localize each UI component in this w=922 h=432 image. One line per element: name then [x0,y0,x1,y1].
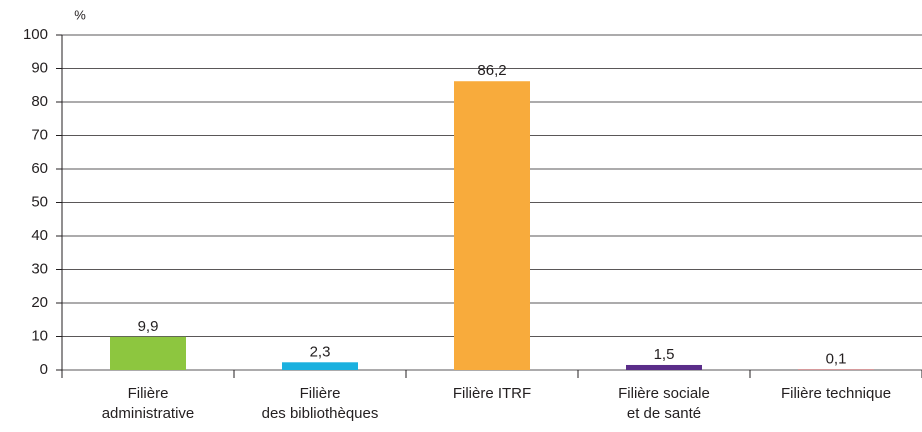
data-label: 86,2 [477,62,506,79]
x-tick-label: Filière ITRF [453,385,531,402]
y-tick-label: 100 [23,26,48,43]
data-label: 2,3 [310,343,331,360]
bar [110,336,186,370]
x-tick-label: Filière [300,385,341,402]
y-tick-label: 90 [31,59,48,76]
y-tick-label: 10 [31,327,48,344]
y-unit: % [74,7,86,22]
x-tick-label: Filière sociale [618,385,710,402]
bar [454,81,530,370]
x-tick-label: Filière [128,385,169,402]
y-tick-label: 70 [31,126,48,143]
x-tick-label: Filière technique [781,385,891,402]
x-tick-label: des bibliothèques [262,405,379,422]
x-tick-label: administrative [102,405,195,422]
y-tick-label: 60 [31,160,48,177]
bar [282,362,358,370]
y-tick-label: 80 [31,93,48,110]
y-tick-label: 20 [31,294,48,311]
x-tick-label: et de santé [627,405,701,422]
y-tick-label: 40 [31,227,48,244]
data-label: 9,9 [138,318,159,335]
y-tick-label: 0 [40,361,48,378]
data-label: 0,1 [826,351,847,368]
data-label: 1,5 [654,346,675,363]
bar [626,364,702,370]
y-tick-label: 50 [31,193,48,210]
y-tick-label: 30 [31,260,48,277]
